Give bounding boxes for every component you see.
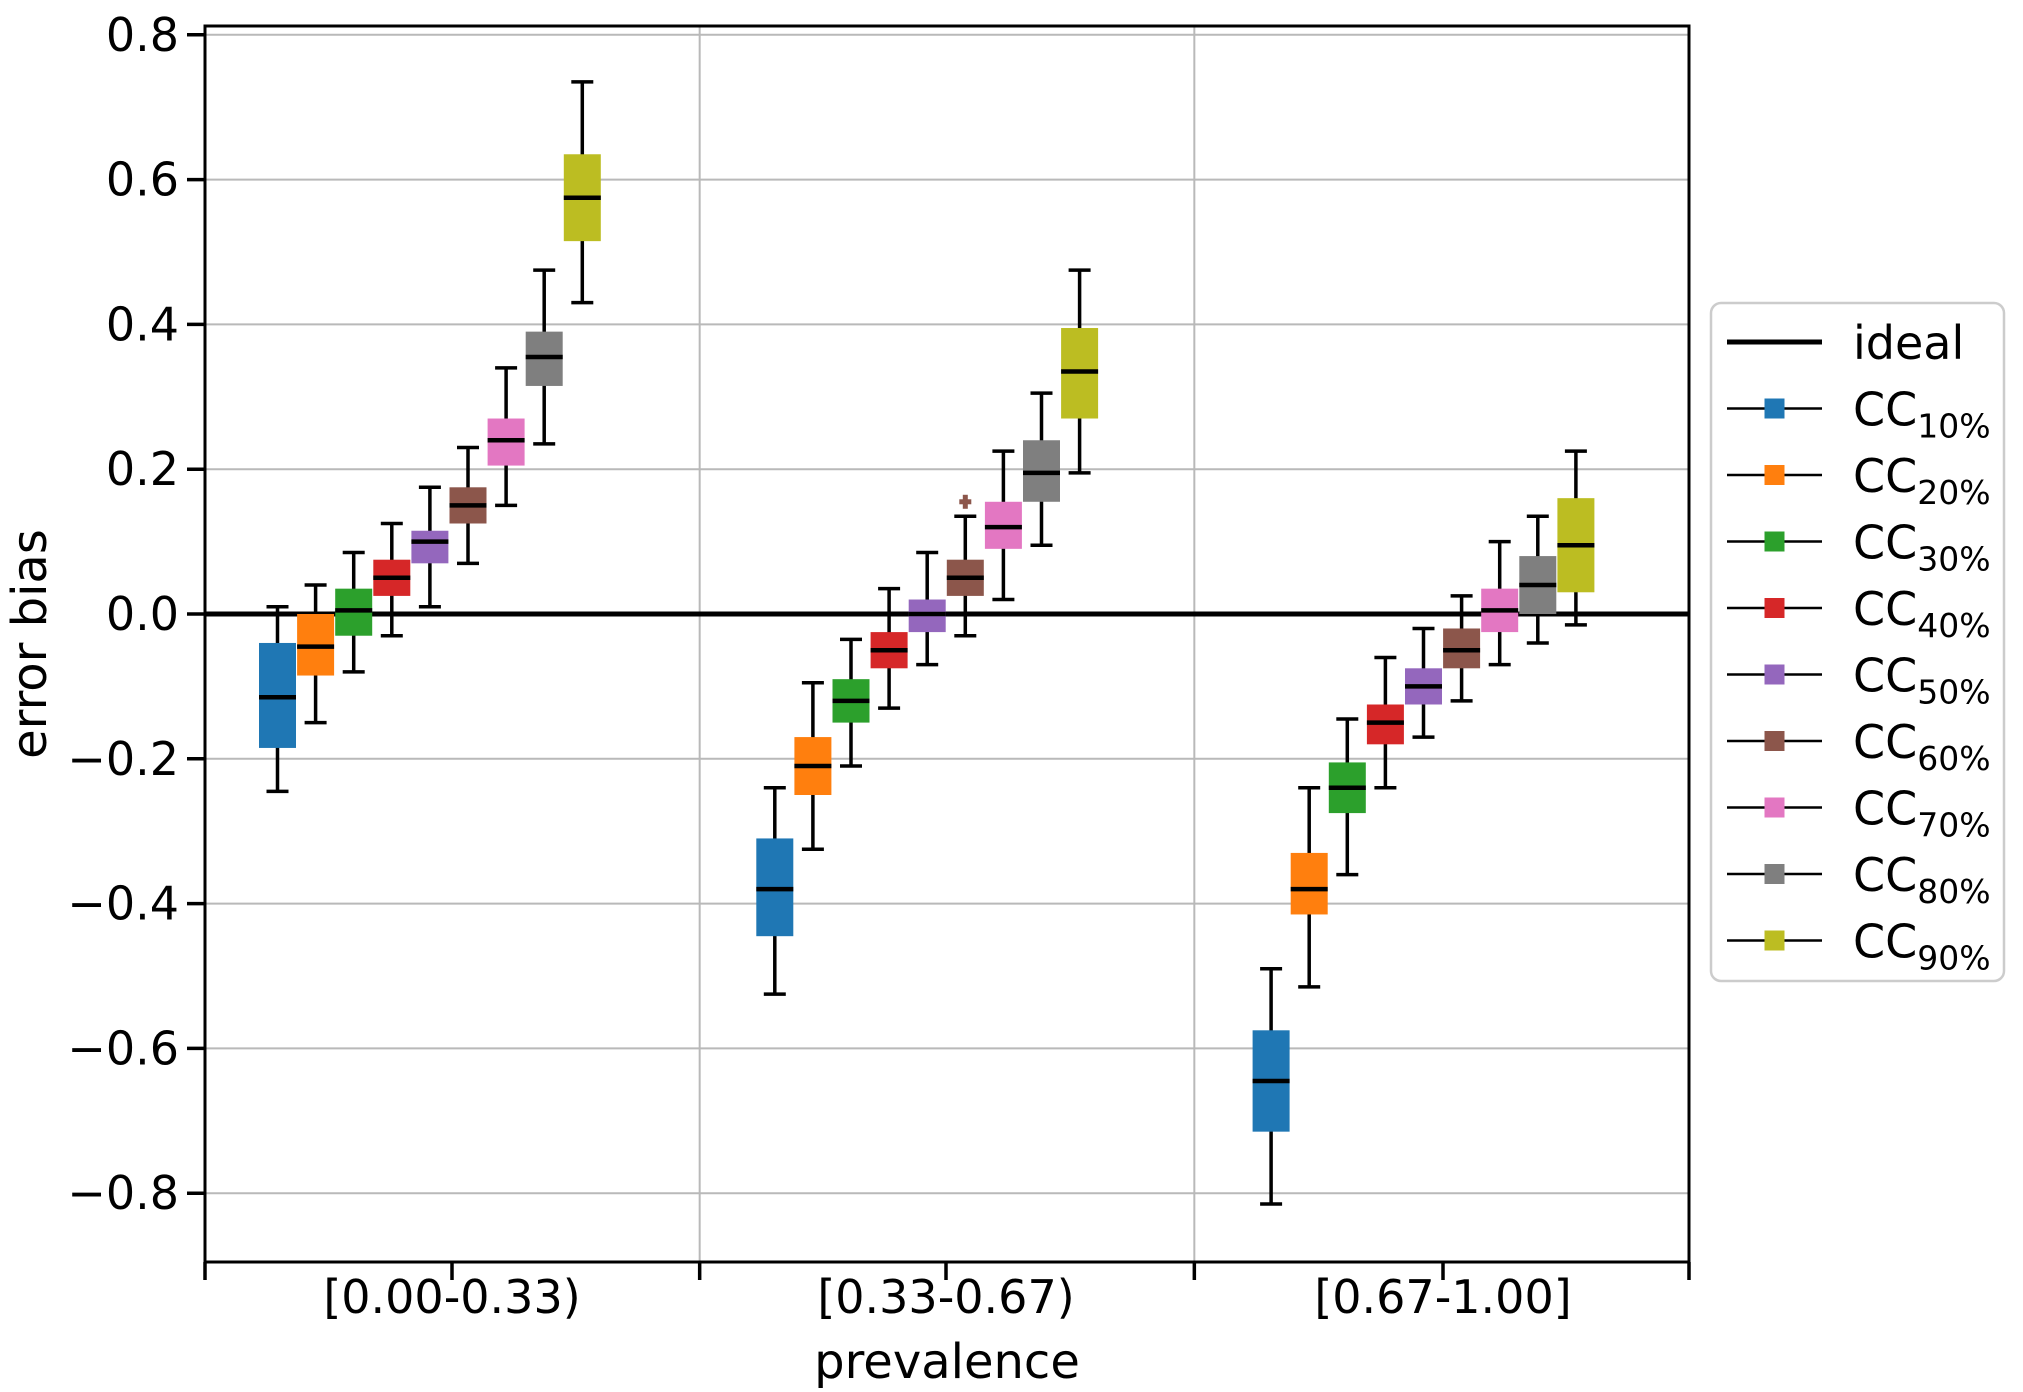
box-CC30-group2 [832,637,870,768]
legend-swatch-CC70 [1764,797,1785,818]
legend-label-CC30: CC30% [1853,516,1991,579]
legend-label-CC90: CC90% [1853,915,1991,978]
y-tick-label-0.4: 0.4 [106,297,179,351]
legend-swatch-CC30 [1764,531,1785,552]
y-axis: 0.8 0.6 0.4 0.2 0.0 −0.2 −0.4 −0.6 −0.8 [67,8,205,1220]
y-tick-label-0: 0.0 [106,587,179,641]
box-CC60-group2 [946,494,984,638]
legend-swatch-CC50 [1764,664,1785,685]
box-CC40-group2 [870,586,908,710]
box-CC30-group1 [335,550,373,674]
y-tick-label-0.8: 0.8 [106,8,179,62]
gridlines [205,26,1689,1262]
x-tick-label-2: [0.67-1.00] [1314,1270,1571,1324]
y-tick-label--0.2: −0.2 [67,732,179,786]
legend-swatch-CC10 [1764,398,1785,419]
box-CC10-group3 [1252,967,1290,1206]
iqr-box-CC20-g3 [1290,852,1328,915]
x-axis: [0.00-0.33) [0.33-0.67) [0.67-1.00] [203,1262,1691,1324]
box-CC40-group3 [1366,655,1404,790]
box-CC10-group1 [259,605,296,794]
legend-item-ideal: ideal [1727,316,1964,370]
legend-item-CC30: CC30% [1727,516,1991,579]
box-CC40-group1 [373,521,411,638]
legend-swatch-CC20 [1764,465,1785,485]
box-CC60-group3 [1443,594,1481,703]
y-tick-label-0.2: 0.2 [106,442,179,496]
x-tick-label-1: [0.33-0.67) [817,1270,1074,1324]
box-CC20-group1 [297,583,335,725]
box-CC60-group1 [449,445,487,566]
legend-item-CC90: CC90% [1727,915,1991,978]
box-CC70-group1 [487,366,525,508]
box-CC90-group1 [563,80,601,305]
legend-item-CC70: CC70% [1727,782,1991,845]
box-CC80-group1 [525,268,563,446]
iqr-box-CC50-g1 [411,530,449,564]
legend-label-CC70: CC70% [1853,782,1991,845]
legend-label-CC10: CC10% [1853,383,1991,446]
box-CC50-group2 [908,550,946,667]
legend-item-CC50: CC50% [1727,649,1991,712]
legend-item-CC10: CC10% [1727,383,1991,446]
box-CC70-group2 [984,449,1022,602]
legend-item-CC20: CC20% [1727,449,1991,512]
x-axis-title: prevalence [814,1334,1080,1390]
x-tick-label-0: [0.00-0.33) [323,1270,580,1324]
legend-item-CC40: CC40% [1727,582,1991,645]
legend-item-CC80: CC80% [1727,848,1991,911]
box-CC90-group2 [1061,268,1099,475]
box-CC30-group3 [1328,717,1366,877]
legend: ideal CC10%CC20%CC30%CC40%CC50%CC60%CC70%… [1709,301,2006,983]
legend-swatch-CC80 [1764,864,1785,884]
box-CC50-group3 [1405,626,1442,739]
box-CC20-group2 [794,681,832,852]
legend-swatch-CC90 [1764,930,1785,951]
legend-label-CC80: CC80% [1853,848,1991,911]
legend-label-CC60: CC60% [1853,715,1991,778]
y-tick-label--0.4: −0.4 [67,877,179,931]
legend-swatch-CC40 [1764,598,1785,618]
legend-label-CC40: CC40% [1853,582,1991,645]
box-CC90-group3 [1557,449,1595,627]
legend-item-CC60: CC60% [1727,715,1991,778]
box-CC80-group2 [1023,391,1060,547]
y-tick-label--0.6: −0.6 [67,1021,179,1075]
box-CC70-group3 [1481,539,1519,667]
boxplots [259,80,1595,1206]
legend-label-CC20: CC20% [1853,449,1991,512]
y-tick-label-0.6: 0.6 [106,153,179,207]
legend-swatch-CC60 [1764,731,1785,751]
legend-label-ideal: ideal [1853,316,1964,370]
box-CC50-group1 [411,485,449,609]
y-tick-label--0.8: −0.8 [67,1166,179,1220]
outlier-marker-CC60-g2 [959,494,972,509]
box-CC20-group3 [1290,786,1328,989]
legend-label-CC50: CC50% [1853,649,1991,712]
y-axis-title: error bias [2,529,58,759]
box-CC80-group3 [1519,514,1557,645]
box-CC10-group2 [756,786,794,996]
